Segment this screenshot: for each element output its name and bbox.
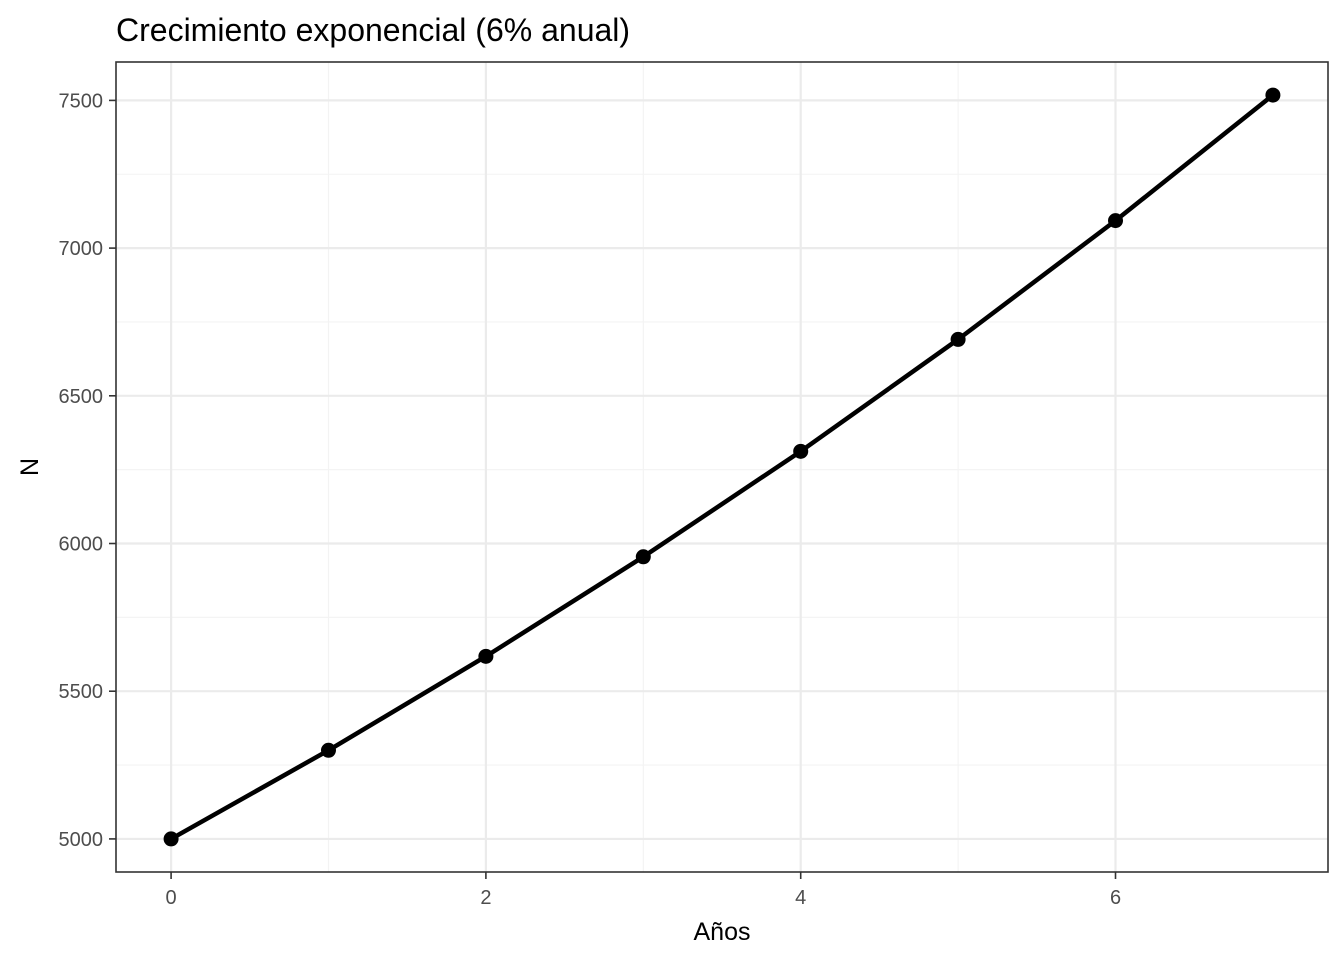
data-point <box>950 331 966 347</box>
x-tick-label: 0 <box>166 887 177 909</box>
y-tick-label: 5500 <box>59 681 104 703</box>
y-tick-label: 5000 <box>59 829 104 851</box>
data-point <box>635 549 651 565</box>
data-point <box>793 443 809 459</box>
x-tick-label: 4 <box>795 887 806 909</box>
y-tick-label: 7000 <box>59 238 104 260</box>
y-tick-label: 6000 <box>59 534 104 556</box>
x-tick-label: 2 <box>480 887 491 909</box>
minor-gridlines <box>116 62 1328 872</box>
series-line <box>169 93 1275 841</box>
data-point <box>478 648 494 664</box>
x-axis: 0 2 4 6 <box>166 872 1121 909</box>
x-axis-title: Años <box>694 918 751 946</box>
y-axis-title: N <box>16 458 44 476</box>
chart-title: Crecimiento exponencial (6% anual) <box>116 12 630 48</box>
series-layer <box>163 87 1281 847</box>
x-tick-label: 6 <box>1110 887 1121 909</box>
panel-border <box>115 61 1329 873</box>
data-point <box>1108 213 1124 229</box>
y-tick-label: 7500 <box>59 90 104 112</box>
y-axis: 5000 5500 6000 6500 7000 7500 <box>59 90 116 851</box>
data-point <box>1265 87 1281 103</box>
data-point <box>320 742 336 758</box>
y-tick-label: 6500 <box>59 386 104 408</box>
data-point <box>163 831 179 847</box>
major-gridlines <box>116 62 1328 872</box>
